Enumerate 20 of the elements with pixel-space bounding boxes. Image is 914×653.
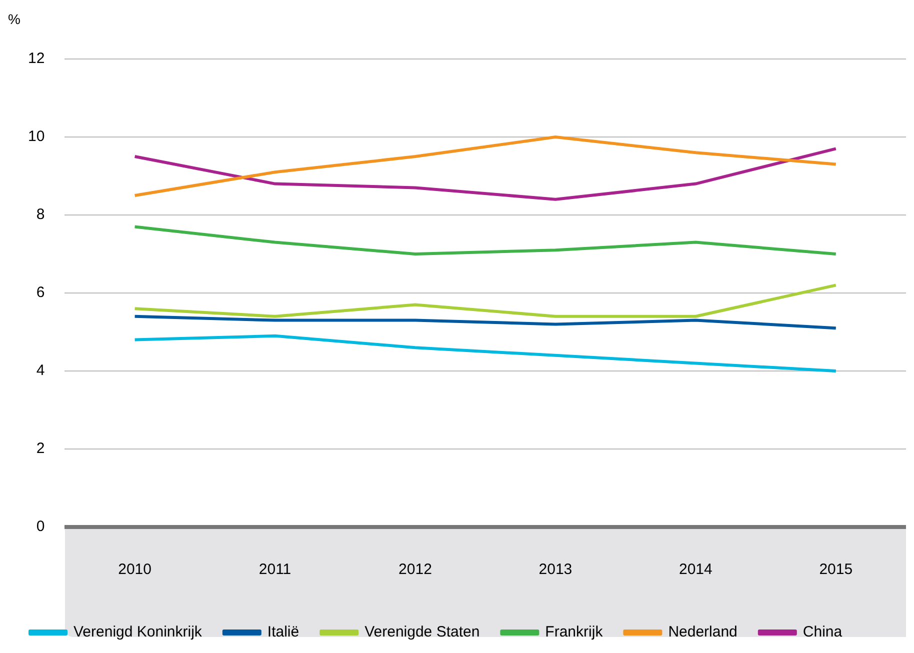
y-tick-label: 10 (28, 128, 45, 146)
x-tick-label: 2010 (118, 561, 152, 578)
legend-label: Frankrijk (545, 624, 604, 641)
y-tick-label: 6 (36, 284, 45, 302)
legend-label: China (802, 624, 843, 641)
x-tick-label: 2015 (819, 561, 853, 578)
legend-label: Verenigde Staten (364, 624, 480, 641)
x-tick-label: 2012 (398, 561, 432, 578)
x-tick-label: 2014 (678, 561, 712, 578)
legend-label: Verenigd Koninkrijk (74, 624, 202, 641)
x-tick-label: 2013 (538, 561, 572, 578)
x-tick-label: 2011 (258, 561, 292, 578)
y-tick-label: 2 (36, 440, 45, 458)
y-tick-label: 12 (28, 50, 45, 68)
y-tick-label: 0 (36, 518, 45, 536)
legend-label: Nederland (668, 624, 738, 641)
y-axis-title: % (8, 10, 22, 29)
y-tick-label: 8 (36, 206, 45, 224)
legend-label: Italië (267, 624, 300, 641)
y-tick-label: 4 (36, 362, 45, 380)
